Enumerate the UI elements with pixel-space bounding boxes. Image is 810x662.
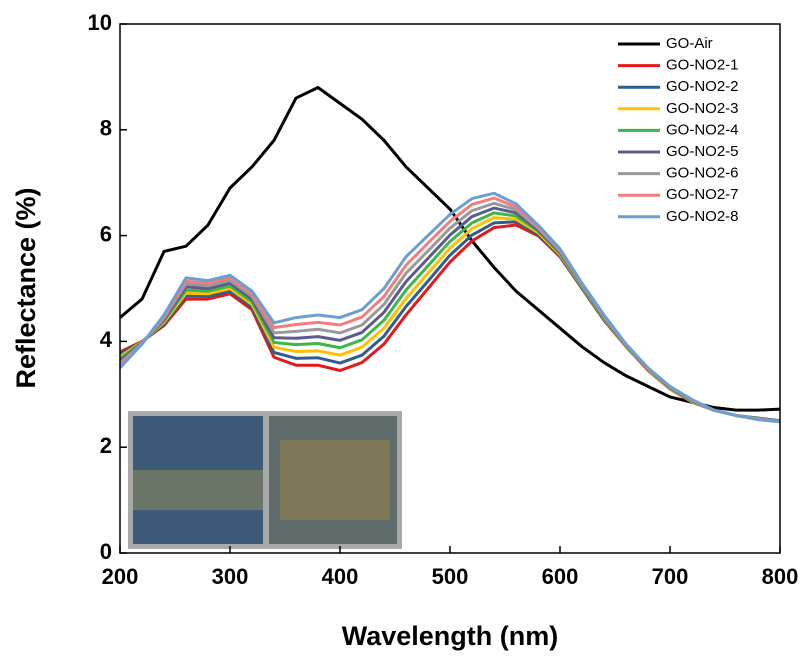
series-line <box>119 85 781 412</box>
y-axis-title: Reflectance (%) <box>11 187 41 388</box>
series-line <box>119 211 781 423</box>
x-tick-label: 300 <box>212 564 249 589</box>
y-tick-label: 8 <box>100 116 112 141</box>
x-tick-label: 400 <box>322 564 359 589</box>
legend-label: GO-NO2-3 <box>666 100 739 117</box>
legend-label: GO-NO2-5 <box>666 143 739 160</box>
legend-label: GO-NO2-4 <box>666 121 739 138</box>
x-tick-label: 500 <box>432 564 469 589</box>
y-tick-label: 10 <box>88 10 112 35</box>
plot-frame <box>119 23 781 554</box>
x-tick-label: 600 <box>542 564 579 589</box>
y-tick-label: 0 <box>100 539 112 564</box>
series-line <box>119 220 781 423</box>
inset-photo <box>128 411 402 549</box>
y-tick-label: 6 <box>100 221 112 246</box>
y-tick-label: 2 <box>100 433 112 458</box>
x-axis-title: Wavelength (nm) <box>342 621 559 651</box>
series-line <box>118 196 781 424</box>
y-tick-label: 4 <box>100 327 113 352</box>
x-tick-label: 800 <box>762 564 799 589</box>
series-line <box>119 216 781 423</box>
legend-label: GO-NO2-7 <box>666 186 739 203</box>
x-tick-label: 700 <box>652 564 689 589</box>
legend-label: GO-NO2-2 <box>666 78 739 95</box>
series-line <box>118 191 781 424</box>
legend-label: GO-NO2-8 <box>666 208 739 225</box>
x-tick-label: 200 <box>102 564 139 589</box>
legend-label: GO-NO2-6 <box>666 165 739 182</box>
legend-label: GO-Air <box>666 35 713 52</box>
legend-label: GO-NO2-1 <box>666 57 739 74</box>
